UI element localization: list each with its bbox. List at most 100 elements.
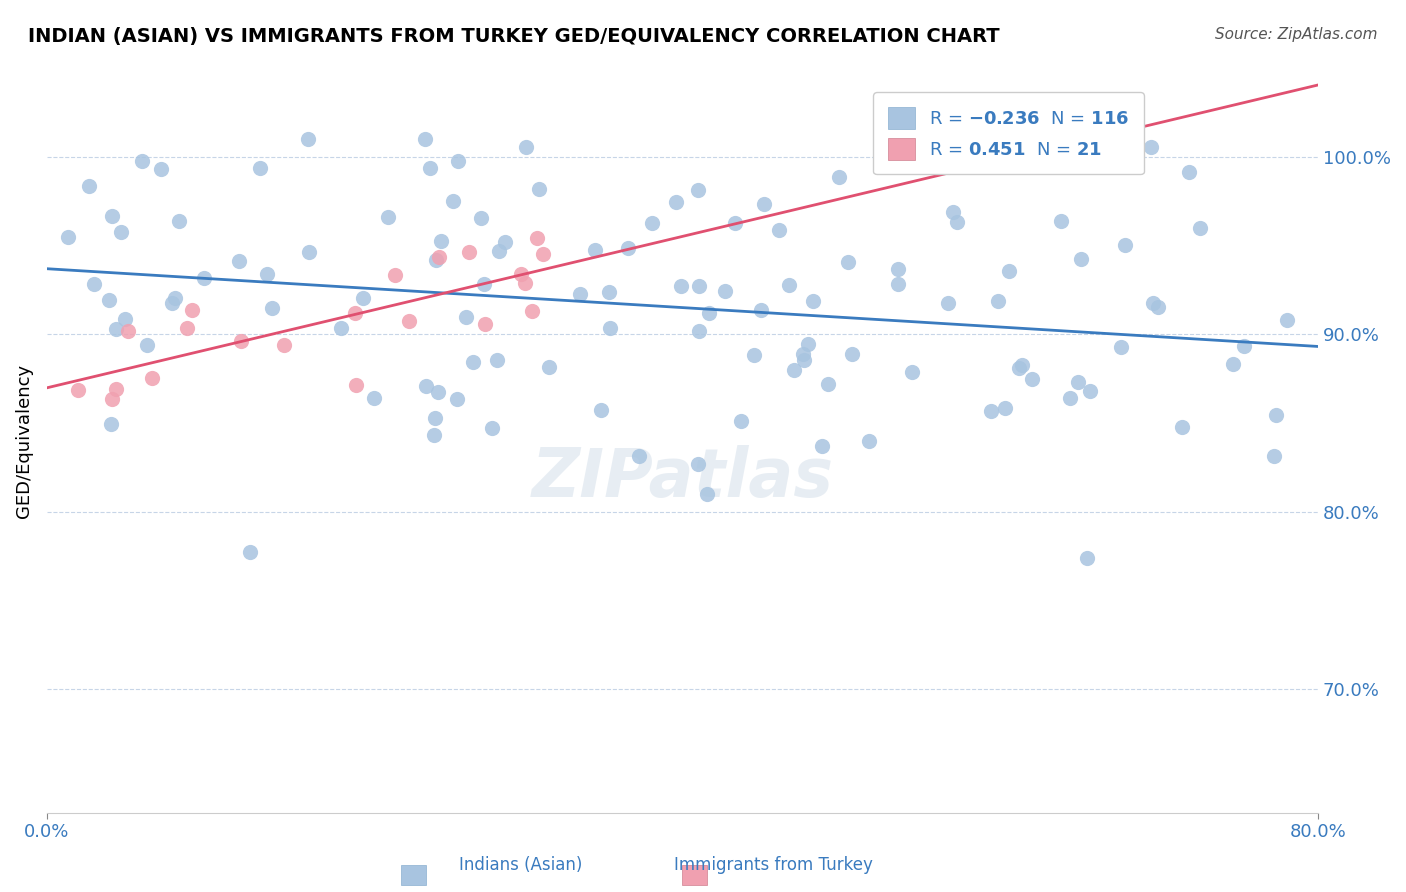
Point: [419, 161, 441, 176]
Point: [415, 379, 437, 393]
Point: [495, 235, 517, 249]
Legend: R = $\bf{-0.236}$  N = $\bf{116}$, R = $\bf{ 0.451}$  N = $\bf{ 21}$: R = $\bf{-0.236}$ N = $\bf{116}$, R = $\…: [873, 93, 1144, 175]
Point: [256, 267, 278, 281]
Point: [136, 338, 159, 352]
Point: [447, 154, 470, 169]
Point: [97, 293, 120, 308]
Point: [665, 194, 688, 209]
Point: [1067, 375, 1090, 389]
Point: [699, 305, 721, 319]
Point: [472, 277, 495, 292]
Point: [114, 312, 136, 326]
Y-axis label: GED/Equivalency: GED/Equivalency: [15, 364, 32, 517]
Point: [427, 385, 450, 400]
Point: [1070, 252, 1092, 266]
Point: [980, 404, 1002, 418]
Point: [531, 247, 554, 261]
Point: [793, 353, 815, 368]
Point: [589, 403, 612, 417]
Text: INDIAN (ASIAN) VS IMMIGRANTS FROM TURKEY GED/EQUIVALENCY CORRELATION CHART: INDIAN (ASIAN) VS IMMIGRANTS FROM TURKEY…: [28, 27, 1000, 45]
Point: [527, 182, 550, 196]
Point: [430, 234, 453, 248]
Point: [441, 194, 464, 209]
Point: [461, 354, 484, 368]
Text: ZIPatlas: ZIPatlas: [531, 445, 834, 511]
Point: [486, 352, 509, 367]
Point: [749, 302, 772, 317]
Point: [229, 334, 252, 348]
Point: [352, 291, 374, 305]
Point: [946, 215, 969, 229]
Point: [714, 285, 737, 299]
Point: [1222, 357, 1244, 371]
Point: [997, 264, 1019, 278]
Point: [1263, 450, 1285, 464]
Point: [413, 132, 436, 146]
Point: [446, 392, 468, 406]
Point: [724, 216, 747, 230]
Point: [797, 336, 820, 351]
Point: [783, 363, 806, 377]
Point: [515, 140, 537, 154]
Point: [162, 296, 184, 310]
Point: [1078, 384, 1101, 398]
Point: [101, 209, 124, 223]
Point: [481, 421, 503, 435]
Text: Indians (Asian): Indians (Asian): [458, 856, 582, 874]
Point: [298, 244, 321, 259]
Point: [1171, 420, 1194, 434]
Point: [987, 293, 1010, 308]
Point: [994, 401, 1017, 415]
Point: [942, 204, 965, 219]
Point: [83, 277, 105, 291]
Point: [56, 230, 79, 244]
Point: [249, 161, 271, 176]
Point: [627, 449, 650, 463]
Point: [105, 382, 128, 396]
Point: [228, 254, 250, 268]
Point: [641, 216, 664, 230]
Point: [262, 301, 284, 315]
Point: [526, 231, 548, 245]
Point: [488, 244, 510, 258]
Point: [617, 241, 640, 255]
Point: [803, 294, 825, 309]
Point: [193, 271, 215, 285]
Point: [105, 322, 128, 336]
Point: [150, 161, 173, 176]
Point: [1114, 238, 1136, 252]
Point: [425, 411, 447, 425]
Text: Immigrants from Turkey: Immigrants from Turkey: [673, 856, 873, 874]
Point: [163, 291, 186, 305]
Text: Source: ZipAtlas.com: Source: ZipAtlas.com: [1215, 27, 1378, 42]
Point: [599, 321, 621, 335]
Point: [343, 306, 366, 320]
Point: [858, 434, 880, 449]
Point: [474, 317, 496, 331]
Point: [598, 285, 620, 300]
Point: [1178, 165, 1201, 179]
Point: [1059, 391, 1081, 405]
Point: [1142, 295, 1164, 310]
Point: [1076, 550, 1098, 565]
Point: [344, 377, 367, 392]
Point: [1189, 221, 1212, 235]
Point: [686, 183, 709, 197]
Point: [377, 210, 399, 224]
Point: [1011, 358, 1033, 372]
Point: [1265, 408, 1288, 422]
Point: [583, 244, 606, 258]
Point: [752, 197, 775, 211]
Point: [297, 132, 319, 146]
Point: [742, 348, 765, 362]
Point: [887, 262, 910, 277]
Point: [811, 439, 834, 453]
Point: [273, 338, 295, 352]
Point: [520, 303, 543, 318]
Point: [1050, 214, 1073, 228]
Point: [131, 154, 153, 169]
Point: [117, 324, 139, 338]
Point: [176, 321, 198, 335]
Point: [768, 223, 790, 237]
Point: [101, 392, 124, 406]
